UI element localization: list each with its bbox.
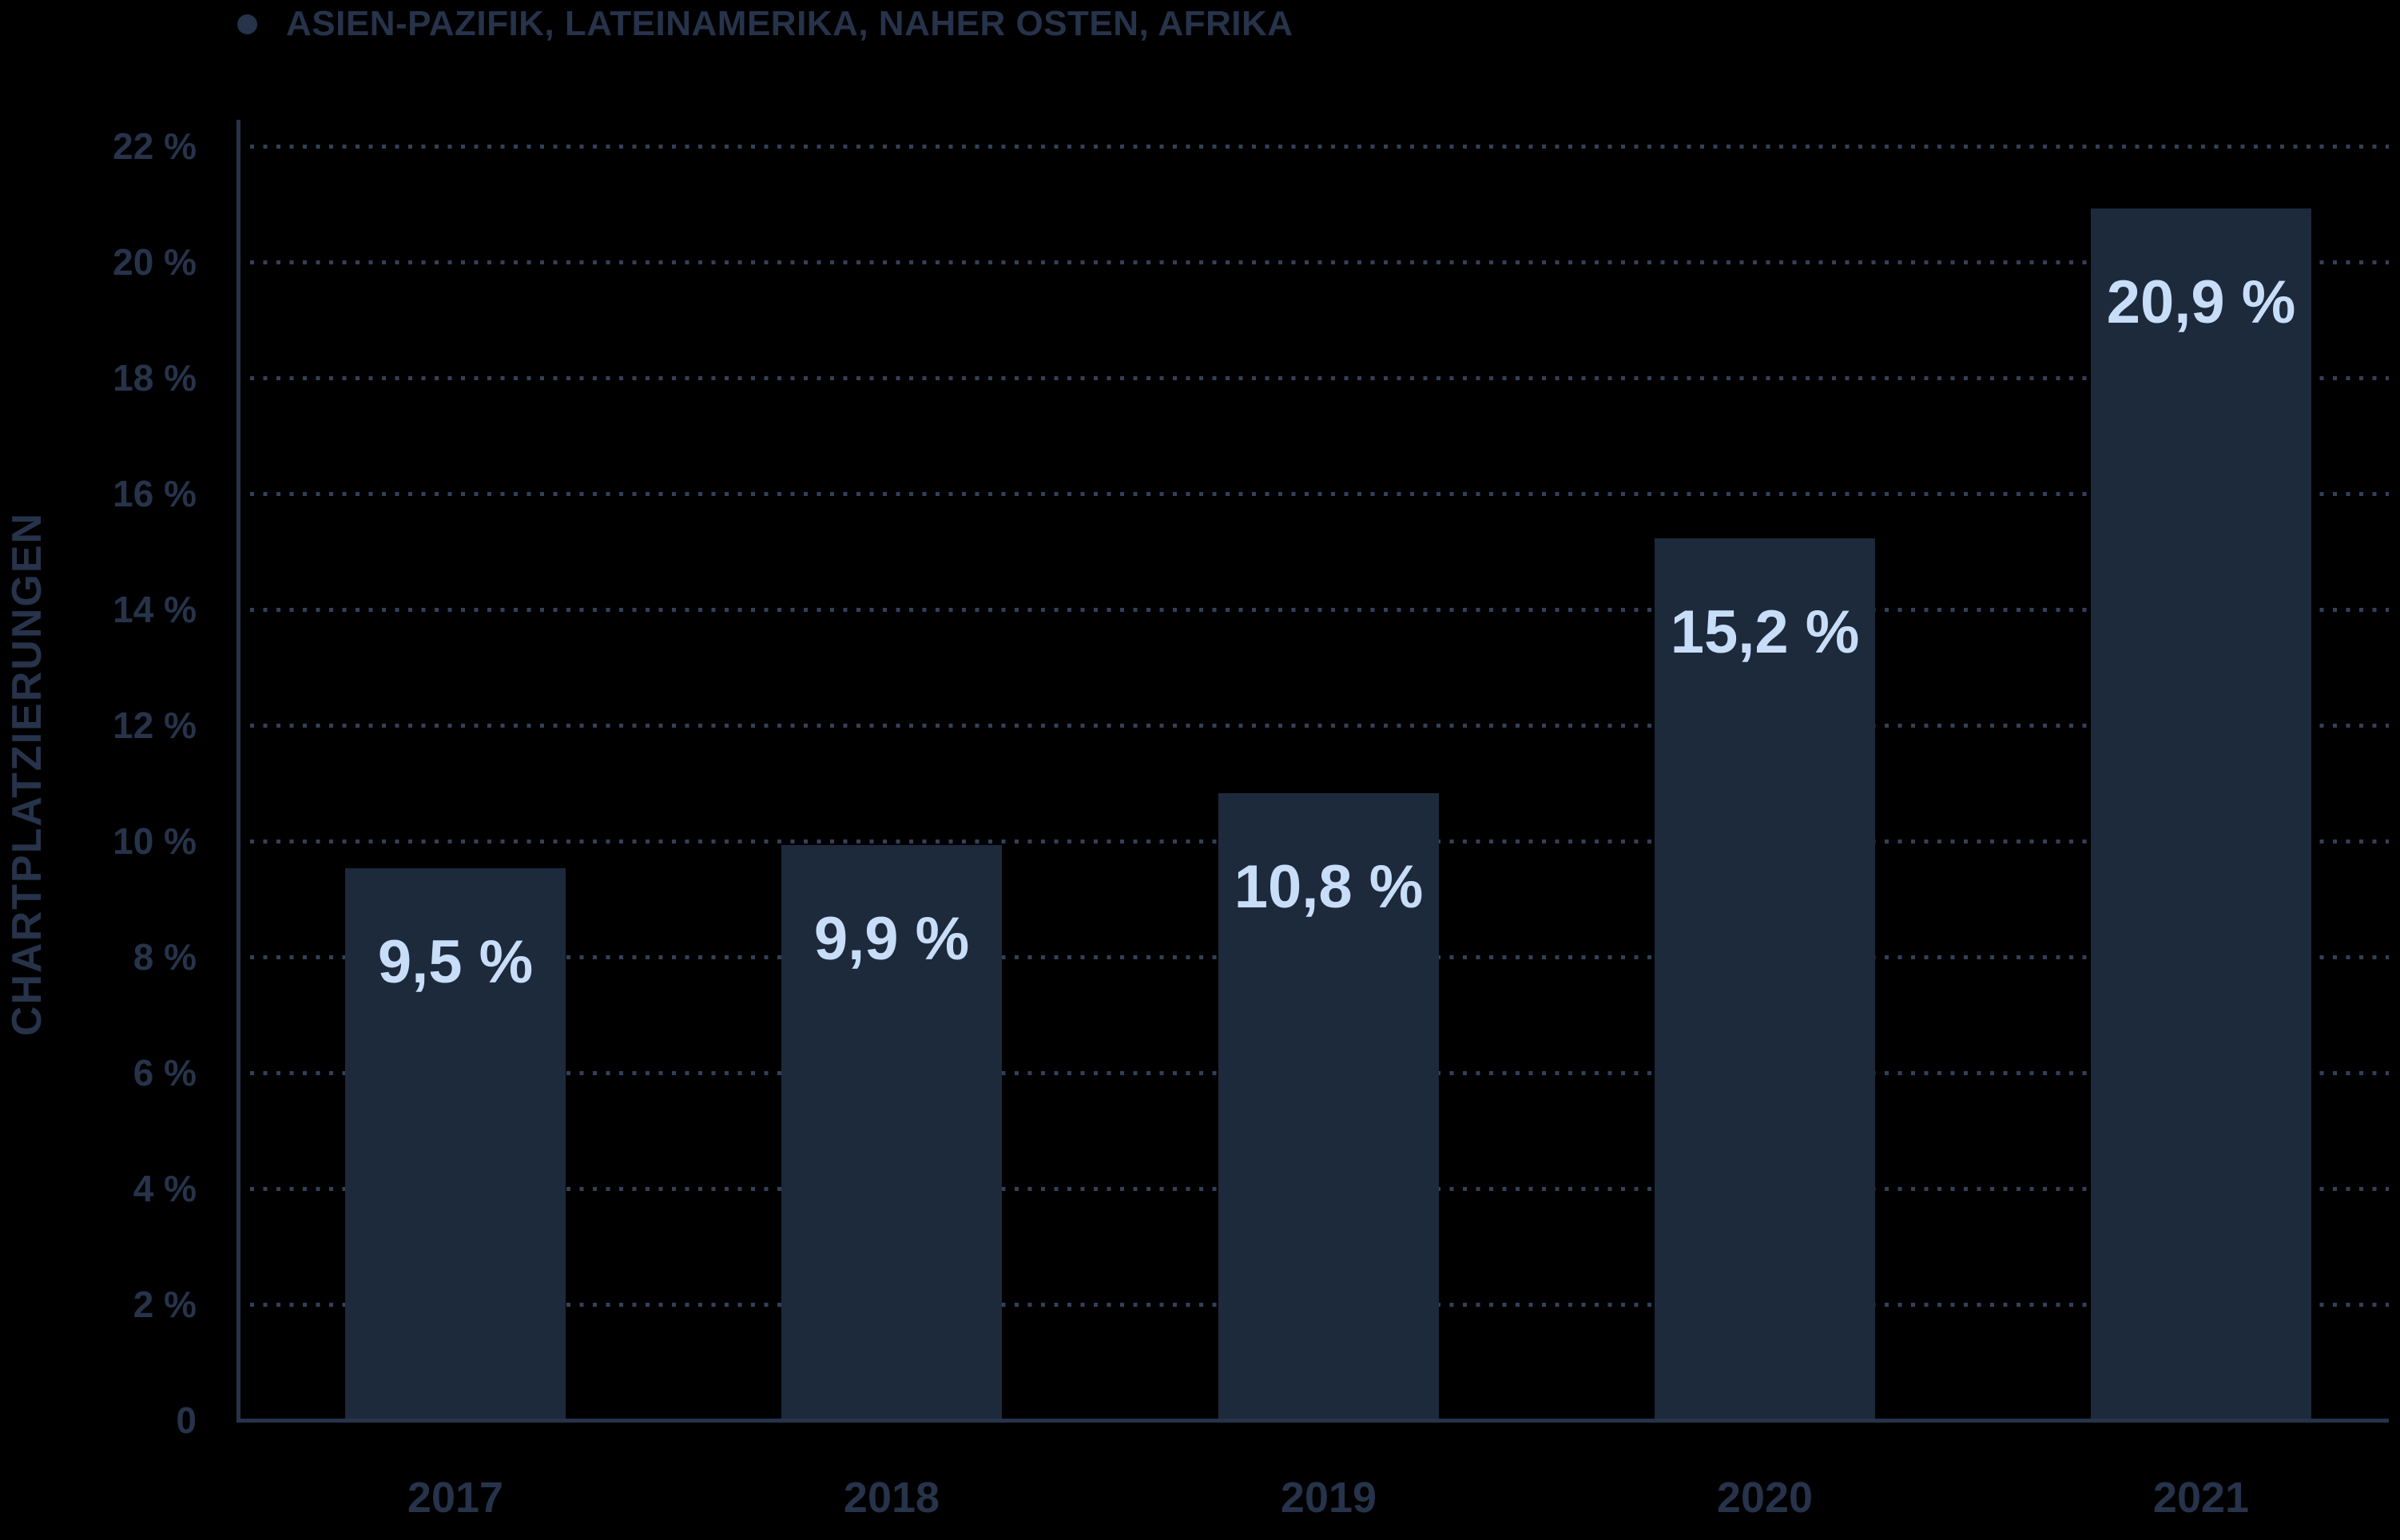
bar-value-label: 9,9 % [813,905,970,973]
gridline-20 [250,260,2389,264]
y-axis-title: CHARTPLATZIERUNGEN [4,511,50,1037]
y-axis-line [236,120,240,1423]
x-tick-label-2018: 2018 [843,1474,940,1522]
y-tick-label: 22 % [113,125,197,167]
y-tick-label: 18 % [113,357,197,399]
y-tick-label: 6 % [133,1052,197,1093]
legend-label: ASIEN-PAZIFIK, LATEINAMERIKA, NAHER OSTE… [286,4,1293,43]
y-tick-label: 2 % [133,1284,197,1325]
x-tick-label-2019: 2019 [1280,1474,1377,1522]
bar-value-label: 20,9 % [2106,268,2296,336]
gridline-14 [250,608,2389,612]
y-tick-label: 16 % [113,473,197,514]
y-tick-label: 14 % [113,589,197,630]
bar-2018: 9,9 % [781,845,1002,1419]
legend: ASIEN-PAZIFIK, LATEINAMERIKA, NAHER OSTE… [237,2,1293,46]
x-tick-label-2020: 2020 [1716,1474,1814,1522]
gridline-22 [250,145,2389,149]
gridline-12 [250,724,2389,728]
bar-2017: 9,5 % [345,868,566,1419]
bar-2021: 20,9 % [2091,208,2311,1419]
x-tick-label-2017: 2017 [407,1474,504,1522]
y-tick-label: 0 [176,1399,197,1441]
bar-value-label: 15,2 % [1670,598,1860,666]
y-tick-label: 4 % [133,1168,197,1209]
bar-2020: 15,2 % [1655,538,1875,1419]
y-tick-label: 8 % [133,936,197,978]
x-tick-label-2021: 2021 [2152,1474,2250,1522]
bar-value-label: 10,8 % [1234,853,1424,921]
bar-2019: 10,8 % [1218,793,1439,1419]
gridline-16 [250,492,2389,496]
legend-dot-icon [237,14,257,34]
y-tick-label: 12 % [113,705,197,746]
x-axis-line [236,1419,2389,1423]
gridline-18 [250,376,2389,380]
y-tick-label: 20 % [113,241,197,283]
bar-value-label: 9,5 % [377,928,534,996]
y-tick-label: 10 % [113,820,197,862]
